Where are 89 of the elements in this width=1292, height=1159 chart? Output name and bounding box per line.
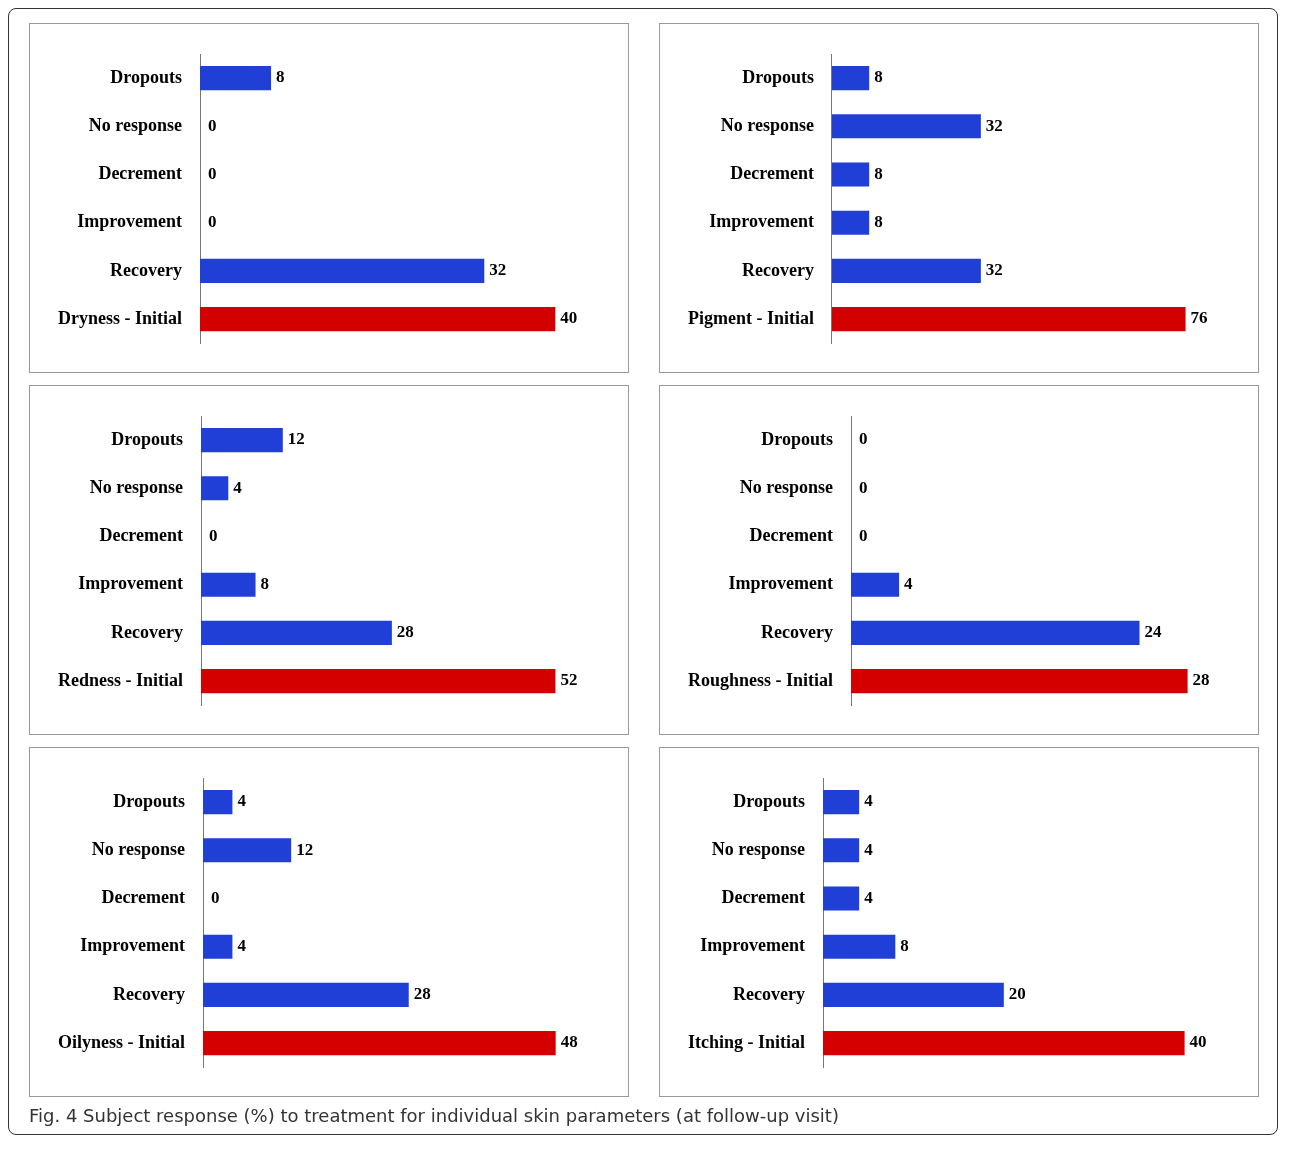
- data-label: 0: [208, 115, 217, 135]
- y-tick-label: Roughness - Initial: [687, 669, 834, 690]
- bar: [201, 476, 229, 501]
- data-label: 0: [859, 429, 868, 449]
- bar: [203, 982, 409, 1007]
- y-tick-label: Improvement: [728, 573, 834, 594]
- data-label: 40: [1189, 1032, 1207, 1052]
- data-label: 12: [287, 429, 305, 449]
- y-tick-label: Improvement: [700, 935, 806, 956]
- data-label: 32: [985, 115, 1003, 135]
- data-label: 0: [859, 525, 868, 545]
- data-label: 48: [560, 1032, 578, 1052]
- y-tick-label: Decrement: [730, 163, 814, 184]
- data-label: 0: [209, 525, 218, 545]
- data-label: 8: [276, 67, 285, 87]
- y-tick-label: No response: [720, 114, 814, 135]
- bar: [203, 838, 292, 863]
- y-tick-label: Redness - Initial: [58, 669, 184, 690]
- bar: [823, 934, 896, 959]
- y-tick-label: Recovery: [111, 621, 184, 642]
- data-label: 8: [874, 163, 883, 183]
- y-tick-label: Dropouts: [110, 66, 182, 87]
- bar: [823, 838, 860, 863]
- bar: [823, 982, 1004, 1007]
- y-tick-label: No response: [91, 838, 186, 859]
- y-tick-label: Recovery: [110, 259, 182, 280]
- y-tick-label: Dropouts: [111, 428, 184, 449]
- y-tick-label: Improvement: [78, 573, 184, 594]
- data-label: 40: [560, 308, 578, 328]
- y-tick-label: Decrement: [99, 525, 184, 546]
- y-tick-label: Decrement: [721, 887, 806, 908]
- data-label: 12: [296, 839, 314, 859]
- y-tick-label: Improvement: [709, 211, 814, 232]
- data-label: 28: [413, 984, 431, 1004]
- data-label: 4: [904, 574, 914, 594]
- data-label: 76: [1190, 308, 1208, 328]
- data-label: 0: [208, 163, 217, 183]
- data-label: 32: [985, 260, 1003, 280]
- data-label: 4: [237, 791, 247, 811]
- bar: [201, 620, 392, 645]
- data-label: 32: [489, 260, 507, 280]
- data-label: 28: [396, 622, 414, 642]
- data-label: 20: [1008, 984, 1026, 1004]
- y-tick-label: Decrement: [101, 887, 186, 908]
- data-label: 52: [560, 670, 578, 690]
- y-tick-label: Dropouts: [761, 428, 834, 449]
- data-label: 0: [208, 212, 217, 232]
- y-tick-label: No response: [711, 838, 806, 859]
- data-label: 0: [211, 887, 220, 907]
- bar: [203, 790, 233, 815]
- data-label: 4: [864, 839, 874, 859]
- data-label: 28: [1192, 670, 1210, 690]
- y-tick-label: Recovery: [733, 983, 806, 1004]
- y-tick-label: Decrement: [749, 525, 834, 546]
- y-tick-label: Pigment - Initial: [687, 307, 814, 328]
- bar: [823, 1031, 1185, 1056]
- y-tick-label: Dropouts: [113, 790, 186, 811]
- y-tick-label: Recovery: [113, 983, 186, 1004]
- bar: [823, 886, 860, 911]
- y-tick-label: No response: [88, 114, 182, 135]
- data-label: 4: [237, 936, 247, 956]
- bar: [203, 1031, 556, 1056]
- bar: [201, 572, 256, 597]
- data-label: 4: [864, 887, 874, 907]
- bar: [203, 934, 233, 959]
- y-tick-label: Dropouts: [742, 66, 814, 87]
- bar: [201, 428, 283, 453]
- y-tick-label: Improvement: [77, 211, 183, 232]
- y-tick-label: Improvement: [80, 935, 186, 956]
- y-tick-label: Decrement: [98, 163, 182, 184]
- bar: [201, 669, 556, 694]
- y-tick-label: Dropouts: [733, 790, 806, 811]
- data-label: 8: [900, 936, 909, 956]
- y-tick-label: Dryness - Initial: [57, 307, 182, 328]
- y-tick-label: Itching - Initial: [687, 1031, 806, 1052]
- data-label: 8: [874, 212, 883, 232]
- data-label: 0: [859, 477, 868, 497]
- y-tick-label: No response: [89, 476, 184, 497]
- caption: Fig. 4 Subject response (%) to treatment for individual skin parameters (at follow-up visit): [29, 1105, 840, 1126]
- data-label: 4: [233, 477, 243, 497]
- y-tick-label: Recovery: [742, 259, 814, 280]
- data-label: 8: [260, 574, 270, 594]
- data-label: 8: [874, 67, 883, 87]
- data-label: 4: [864, 791, 874, 811]
- data-label: 24: [1144, 622, 1163, 642]
- y-tick-label: No response: [739, 476, 834, 497]
- bar: [823, 790, 860, 815]
- y-tick-label: Recovery: [761, 621, 834, 642]
- y-tick-label: Oilyness - Initial: [57, 1031, 186, 1052]
